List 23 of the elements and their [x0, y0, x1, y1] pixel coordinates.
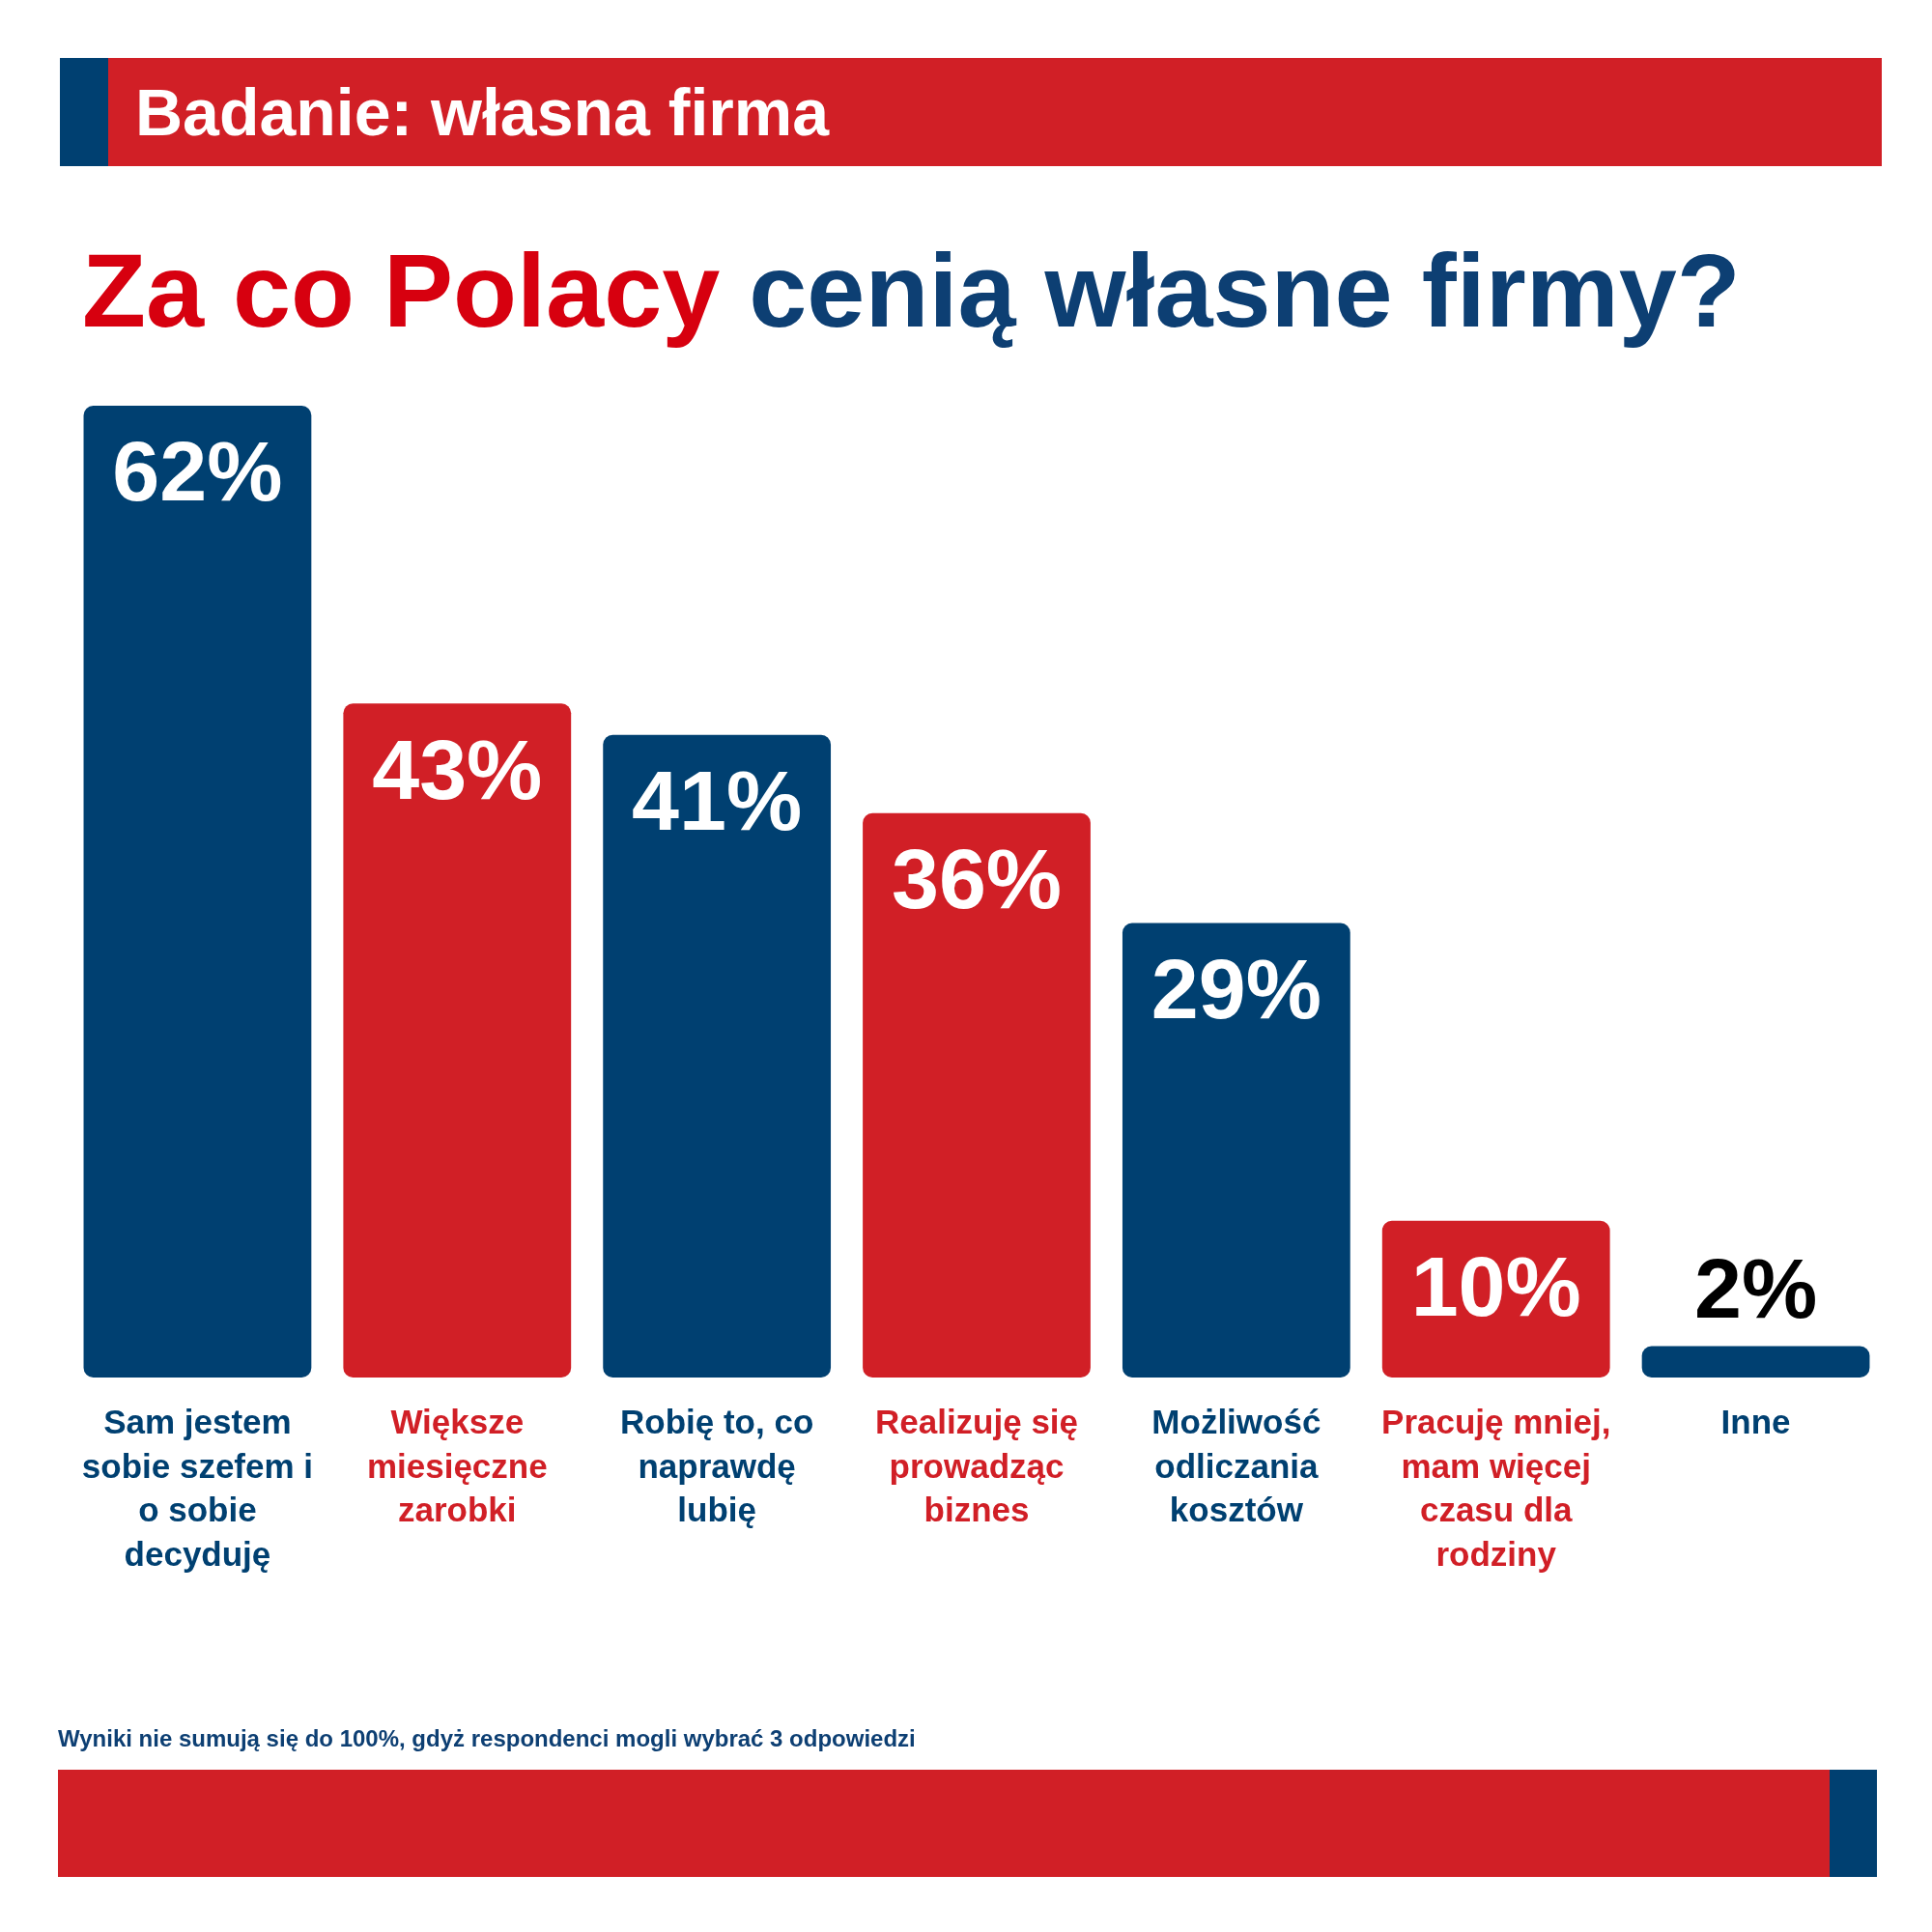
x-tick-label: Inne — [1720, 1403, 1791, 1441]
bar — [603, 734, 832, 1378]
chart-subtitle: Badanie: własna firma — [135, 74, 830, 151]
x-tick-label: Większe miesięczne zarobki — [366, 1403, 548, 1529]
data-label: 62% — [112, 423, 283, 520]
bar — [343, 703, 572, 1378]
bar — [863, 812, 1091, 1378]
x-tick-label: Możliwość odliczania kosztów — [1151, 1403, 1321, 1529]
x-tick-label: Robię to, co naprawdę lubię — [620, 1403, 814, 1529]
bar — [1122, 923, 1350, 1378]
text: Wyniki nie sumują się do 100%, gdyż respondenci mogli wybrać 3 odpowiedzi — [58, 1725, 916, 1752]
bar — [83, 406, 312, 1378]
data-label: 43% — [372, 721, 543, 817]
x-tick-label: Realizuję się prowadząc biznes — [874, 1403, 1079, 1529]
x-tick-label: Sam jestem sobie szefem i o sobie decyduję — [81, 1403, 314, 1573]
chart-title: Za co Polacy cenią własne firmy? — [82, 232, 1741, 349]
bar — [1641, 1346, 1870, 1378]
data-label: 10% — [1410, 1238, 1581, 1335]
data-label: 2% — [1693, 1239, 1818, 1336]
x-tick-label: Pracuję mniej, mam więcej czasu dla rodziny — [1381, 1403, 1611, 1573]
data-label: 36% — [891, 831, 1063, 927]
data-label: 29% — [1151, 940, 1321, 1037]
data-label: 41% — [632, 753, 803, 849]
